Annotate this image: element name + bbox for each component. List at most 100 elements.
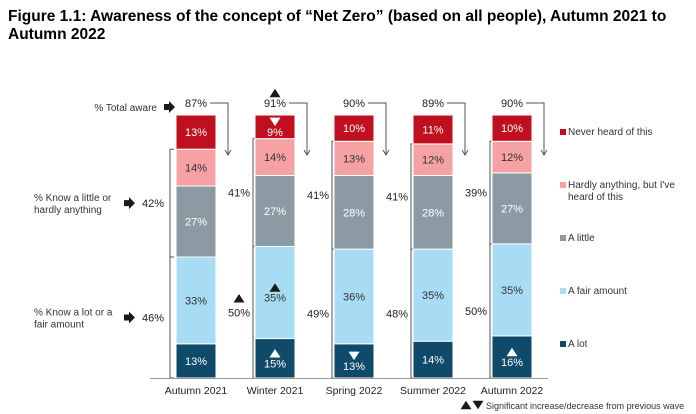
legend-label-hardly-anything-but-i-ve-heard-of-this: Hardly anything, but I've	[568, 180, 675, 191]
bar-a-lot-spring-2022	[333, 343, 375, 379]
pointer-arrow-total	[164, 101, 175, 113]
bracket-little-autumn-2021	[169, 148, 174, 258]
data-label-a-fair-amount-autumn-2022: 35%	[501, 285, 523, 297]
bracket-total-spring-2022	[368, 102, 387, 155]
bar-a-little-summer-2022	[412, 174, 454, 250]
bar-never-heard-of-this-summer-2022	[412, 114, 454, 145]
x-axis: Autumn 2021 Winter 2021 Spring 2022 Summer …	[150, 378, 548, 397]
legend-swatch-never-heard-of-this	[560, 129, 566, 135]
data-label-hardly-anything-but-i-ve-heard-of-this-winter-2021: 14%	[264, 152, 286, 164]
footnote-text: Significant increase/decrease from previ…	[486, 401, 684, 411]
summary-little-spring-2022: 41%	[307, 190, 329, 202]
legend-label-a-lot: A lot	[568, 339, 588, 350]
data-label-a-fair-amount-winter-2021: 35%	[264, 293, 286, 305]
bar-never-heard-of-this-autumn-2022	[491, 114, 533, 142]
data-labels: 13% 33% 27% 14% 13% 15% 35% 27% 14% 9% 13% 36% 28% 13…	[185, 123, 523, 373]
legend-swatch-a-fair-amount	[560, 288, 566, 294]
bracket-lot-autumn-2021	[169, 256, 174, 379]
bar-a-fair-amount-summer-2022	[412, 248, 454, 342]
summary-little-winter-2021: 41%	[228, 188, 250, 200]
legend: Never heard of this Hardly anything, but …	[560, 127, 675, 350]
data-label-a-little-summer-2022: 28%	[422, 207, 444, 219]
legend-label-a-fair-amount: A fair amount	[568, 286, 627, 297]
data-label-a-little-winter-2021: 27%	[264, 206, 286, 218]
legend-label-hardly-anything-but-i-ve-heard-of-this-1: heard of this	[568, 192, 623, 203]
data-label-hardly-anything-but-i-ve-heard-of-this-autumn-2022: 12%	[501, 152, 523, 164]
data-label-a-fair-amount-summer-2022: 35%	[422, 290, 444, 302]
data-label-a-lot-spring-2022: 13%	[343, 361, 365, 373]
footnote: Significant increase/decrease from previ…	[460, 400, 684, 411]
row-label-total: % Total aware	[94, 103, 157, 114]
summary-total-autumn-2021: 87%	[185, 98, 207, 110]
bracket-arrow-spring-2022	[382, 149, 390, 156]
sig-marker-a-lot-autumn-2022	[506, 347, 518, 357]
row-label-lot: % Know a lot or a	[34, 308, 113, 319]
data-label-a-fair-amount-spring-2022: 36%	[343, 291, 365, 303]
x-tick-label-autumn-2022: Autumn 2022	[481, 385, 544, 397]
pointer-arrow-lot	[124, 311, 135, 324]
significance-markers	[233, 88, 518, 361]
pointer-arrow-little	[124, 197, 135, 210]
legend-swatch-a-little	[560, 235, 566, 241]
data-label-a-little-spring-2022: 28%	[343, 207, 365, 219]
data-label-a-little-autumn-2021: 27%	[185, 217, 207, 229]
legend-swatch-a-lot	[560, 341, 566, 347]
summary-lot-winter-2021: 50%	[228, 307, 250, 319]
summary-lot-autumn-2022: 50%	[465, 306, 487, 318]
bar-never-heard-of-this-autumn-2021	[175, 114, 217, 150]
summary-rows: 87% 91% 90% 89% 90% % Total aware 42% 41% 41% 41%…	[34, 98, 523, 331]
sig-marker-lot-winter-2021	[233, 294, 245, 303]
summary-total-autumn-2022: 90%	[501, 98, 523, 110]
data-label-a-lot-winter-2021: 15%	[264, 358, 286, 370]
bracket-arrow-autumn-2022	[540, 149, 548, 156]
data-label-never-heard-of-this-autumn-2022: 10%	[501, 123, 523, 135]
summary-lot-autumn-2021: 46%	[142, 313, 164, 325]
bar-hardly-anything-but-i-ve-heard-of-this-autumn-2022	[491, 140, 533, 174]
sig-marker-total-winter-2021	[269, 88, 281, 98]
x-tick-label-spring-2022: Spring 2022	[326, 385, 383, 397]
footnote-up-icon	[460, 400, 472, 410]
legend-swatch-hardly-anything-but-i-ve-heard-of-this	[560, 182, 566, 188]
bar-hardly-anything-but-i-ve-heard-of-this-winter-2021	[254, 138, 296, 176]
bar-a-lot-winter-2021	[254, 338, 296, 379]
bar-a-fair-amount-autumn-2022	[491, 243, 533, 337]
row-label-lot-1: fair amount	[34, 320, 84, 331]
bracket-total-summer-2022	[447, 102, 466, 155]
bar-a-fair-amount-winter-2021	[254, 246, 296, 340]
bar-never-heard-of-this-spring-2022	[333, 114, 375, 142]
data-label-hardly-anything-but-i-ve-heard-of-this-spring-2022: 13%	[343, 153, 365, 165]
footnote-down-icon	[472, 400, 484, 410]
data-label-hardly-anything-but-i-ve-heard-of-this-autumn-2021: 14%	[185, 163, 207, 175]
legend-label-never-heard-of-this: Never heard of this	[568, 127, 653, 138]
bar-never-heard-of-this-winter-2021	[254, 114, 296, 140]
sig-marker-a-lot-winter-2021	[269, 349, 281, 358]
data-label-a-lot-summer-2022: 14%	[422, 355, 444, 367]
bar-a-fair-amount-spring-2022	[333, 248, 375, 345]
summary-little-autumn-2022: 39%	[465, 188, 487, 200]
summary-lot-summer-2022: 48%	[386, 309, 408, 321]
data-label-a-lot-autumn-2022: 16%	[501, 357, 523, 369]
bar-a-lot-autumn-2021	[175, 343, 217, 379]
bar-a-lot-summer-2022	[412, 340, 454, 379]
summary-lot-spring-2022: 49%	[307, 309, 329, 321]
bracket-total-winter-2021	[289, 102, 308, 155]
bar-a-little-autumn-2021	[175, 185, 217, 258]
data-label-a-fair-amount-autumn-2021: 33%	[185, 295, 207, 307]
bar-hardly-anything-but-i-ve-heard-of-this-spring-2022	[333, 140, 375, 176]
summary-total-spring-2022: 90%	[343, 98, 365, 110]
summary-total-winter-2021: 91%	[264, 98, 286, 110]
legend-label-a-little: A little	[568, 233, 595, 244]
sig-marker-a-lot-spring-2022	[348, 351, 360, 361]
row-label-little-1: hardly anything	[34, 205, 102, 216]
summary-little-summer-2022: 41%	[386, 192, 408, 204]
summary-little-autumn-2021: 42%	[142, 198, 164, 210]
data-label-a-lot-autumn-2021: 13%	[185, 356, 207, 368]
bracket-arrow-summer-2022	[461, 149, 469, 156]
data-label-never-heard-of-this-autumn-2021: 13%	[185, 127, 207, 139]
data-label-a-little-autumn-2022: 27%	[501, 203, 523, 215]
x-tick-label-summer-2022: Summer 2022	[400, 385, 466, 397]
bar-hardly-anything-but-i-ve-heard-of-this-autumn-2021	[175, 148, 217, 187]
data-label-never-heard-of-this-summer-2022: 11%	[422, 124, 443, 136]
x-tick-label-winter-2021: Winter 2021	[247, 385, 304, 397]
